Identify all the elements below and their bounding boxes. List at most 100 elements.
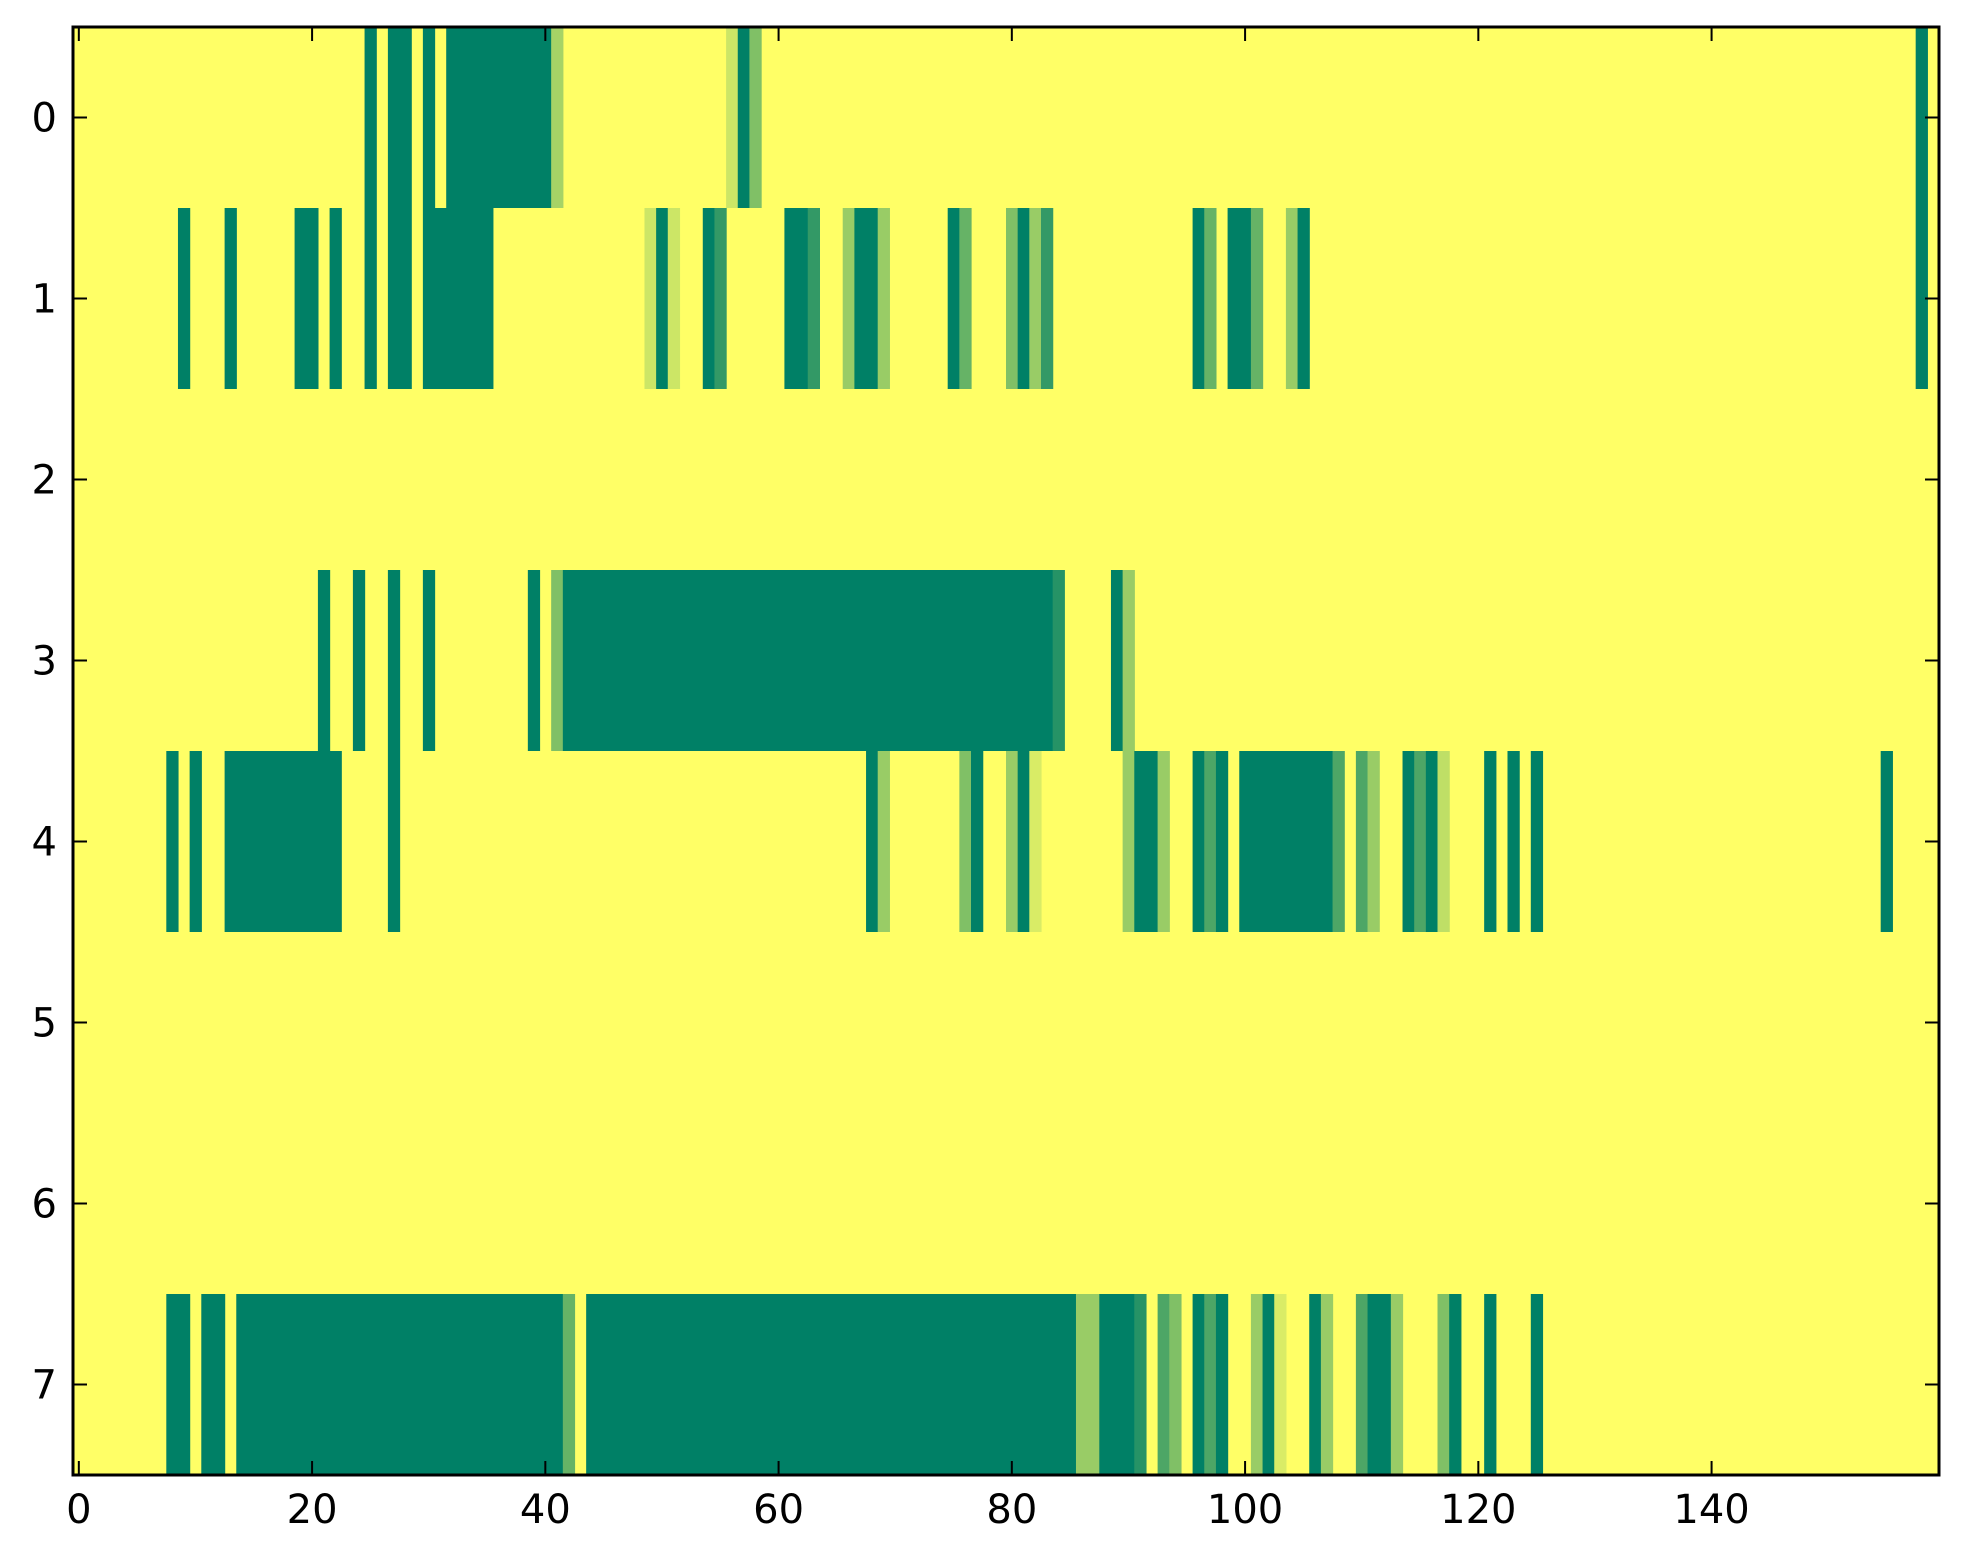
heatmap-cell bbox=[1227, 208, 1240, 389]
heatmap-cell bbox=[831, 1294, 844, 1475]
heatmap-cell bbox=[434, 1294, 447, 1475]
heatmap-cell bbox=[1099, 1294, 1112, 1475]
heatmap-cell bbox=[259, 1294, 272, 1475]
x-tick-labels: 0 20 40 60 80 100 120 140 bbox=[66, 1487, 1750, 1533]
heatmap-cell bbox=[329, 1294, 342, 1475]
heatmap-cell bbox=[667, 208, 681, 389]
heatmap-cell bbox=[271, 1294, 284, 1475]
y-tick-label: 5 bbox=[32, 1001, 57, 1047]
heatmap-cell bbox=[1262, 751, 1275, 932]
heatmap-cell bbox=[749, 1294, 762, 1475]
heatmap-cell bbox=[1122, 751, 1135, 932]
heatmap-cells bbox=[166, 27, 1928, 1475]
y-tick-label: 4 bbox=[32, 820, 57, 866]
heatmap-cell bbox=[481, 1294, 494, 1475]
heatmap-cell bbox=[819, 570, 832, 751]
heatmap-cell bbox=[1204, 751, 1217, 932]
heatmap-cell bbox=[294, 1294, 307, 1475]
heatmap-cell bbox=[1309, 1294, 1322, 1475]
heatmap-cell bbox=[691, 1294, 704, 1475]
heatmap-cell bbox=[854, 1294, 867, 1475]
heatmap-cell bbox=[959, 751, 972, 932]
heatmap-cell bbox=[807, 570, 820, 751]
y-tick-label: 0 bbox=[32, 96, 57, 142]
axis-ticks bbox=[73, 27, 1939, 1475]
x-tick-label: 120 bbox=[1440, 1487, 1516, 1533]
heatmap-cell bbox=[597, 1294, 611, 1475]
heatmap-cell bbox=[1915, 27, 1928, 208]
heatmap-cell bbox=[422, 1294, 436, 1475]
heatmap-cell bbox=[1239, 751, 1252, 932]
heatmap-cell bbox=[947, 570, 960, 751]
heatmap-cell bbox=[959, 570, 972, 751]
heatmap-cell bbox=[632, 1294, 646, 1475]
heatmap-cell bbox=[866, 1294, 879, 1475]
y-tick-label: 3 bbox=[32, 639, 57, 685]
heatmap-cell bbox=[1192, 208, 1205, 389]
heatmap-cell bbox=[1437, 1294, 1450, 1475]
heatmap-cell bbox=[1040, 570, 1054, 751]
heatmap-cell bbox=[994, 1294, 1007, 1475]
heatmap-cell bbox=[422, 27, 436, 208]
heatmap-cell bbox=[1052, 1294, 1065, 1475]
heatmap-cell bbox=[714, 208, 727, 389]
heatmap-cell bbox=[1530, 751, 1544, 932]
heatmap-cell bbox=[212, 1294, 226, 1475]
heatmap-cell bbox=[341, 1294, 354, 1475]
heatmap-cell bbox=[411, 1294, 424, 1475]
heatmap-cell bbox=[1006, 751, 1019, 932]
heatmap-cell bbox=[562, 1294, 576, 1475]
heatmap-cell bbox=[1192, 1294, 1205, 1475]
heatmap-cell bbox=[761, 1294, 774, 1475]
heatmap-cell bbox=[481, 27, 494, 208]
heatmap-cell bbox=[364, 1294, 377, 1475]
plot-frame bbox=[71, 25, 1941, 1477]
heatmap-cell bbox=[726, 27, 739, 208]
heatmap-cell bbox=[1484, 751, 1497, 932]
heatmap-cell bbox=[702, 208, 716, 389]
heatmap-cell bbox=[737, 27, 751, 208]
heatmap-cell bbox=[1122, 570, 1135, 751]
heatmap-cell bbox=[1204, 208, 1217, 389]
heatmap-cell bbox=[1530, 1294, 1544, 1475]
heatmap-cell bbox=[236, 1294, 249, 1475]
heatmap-cell bbox=[446, 208, 459, 389]
heatmap-cell bbox=[247, 1294, 261, 1475]
heatmap-cell bbox=[329, 751, 342, 932]
heatmap-cell bbox=[189, 751, 202, 932]
heatmap-cell bbox=[959, 1294, 972, 1475]
heatmap-cell bbox=[387, 1294, 401, 1475]
heatmap-cell bbox=[784, 208, 797, 389]
heatmap-cell bbox=[842, 570, 855, 751]
x-tick-label: 60 bbox=[753, 1487, 804, 1533]
x-tick-label: 40 bbox=[520, 1487, 571, 1533]
heatmap-cell bbox=[749, 570, 762, 751]
heatmap-cell bbox=[492, 1294, 506, 1475]
heatmap-cell bbox=[726, 570, 739, 751]
heatmap-cell bbox=[294, 751, 307, 932]
heatmap-cell bbox=[947, 208, 960, 389]
heatmap-cell bbox=[364, 27, 377, 208]
heatmap-cell bbox=[574, 570, 587, 751]
heatmap-cell bbox=[364, 208, 377, 389]
heatmap-cell bbox=[936, 1294, 949, 1475]
heatmap-cell bbox=[877, 570, 890, 751]
heatmap-cell bbox=[306, 208, 319, 389]
heatmap-cell bbox=[457, 208, 471, 389]
heatmap-cell bbox=[177, 1294, 191, 1475]
heatmap-cell bbox=[1449, 1294, 1462, 1475]
heatmap-cell bbox=[866, 751, 879, 932]
heatmap-cell bbox=[889, 570, 902, 751]
heatmap-cell bbox=[376, 1294, 389, 1475]
heatmap-cell bbox=[446, 27, 459, 208]
heatmap-cell bbox=[912, 570, 925, 751]
x-tick-label: 80 bbox=[986, 1487, 1037, 1533]
heatmap-cell bbox=[807, 1294, 820, 1475]
heatmap-cell bbox=[1075, 1294, 1089, 1475]
heatmap-cell bbox=[1017, 1294, 1030, 1475]
y-tick-labels: 0 1 2 3 4 5 6 7 bbox=[32, 96, 57, 1409]
heatmap-cell bbox=[737, 570, 751, 751]
heatmap-cell bbox=[656, 570, 669, 751]
heatmap-cell bbox=[434, 208, 447, 389]
heatmap-cell bbox=[504, 27, 517, 208]
